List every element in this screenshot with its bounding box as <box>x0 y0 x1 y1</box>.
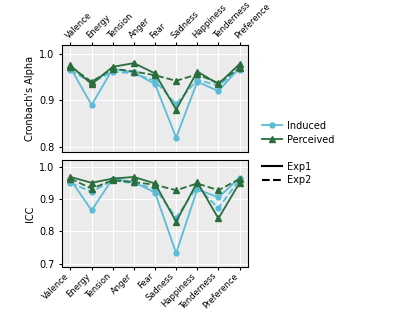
Legend: Exp1, Exp2: Exp1, Exp2 <box>260 160 313 187</box>
Legend: Induced, Perceived: Induced, Perceived <box>260 119 336 147</box>
Y-axis label: ICC: ICC <box>25 205 35 222</box>
Y-axis label: Cronbach's Alpha: Cronbach's Alpha <box>25 55 35 141</box>
